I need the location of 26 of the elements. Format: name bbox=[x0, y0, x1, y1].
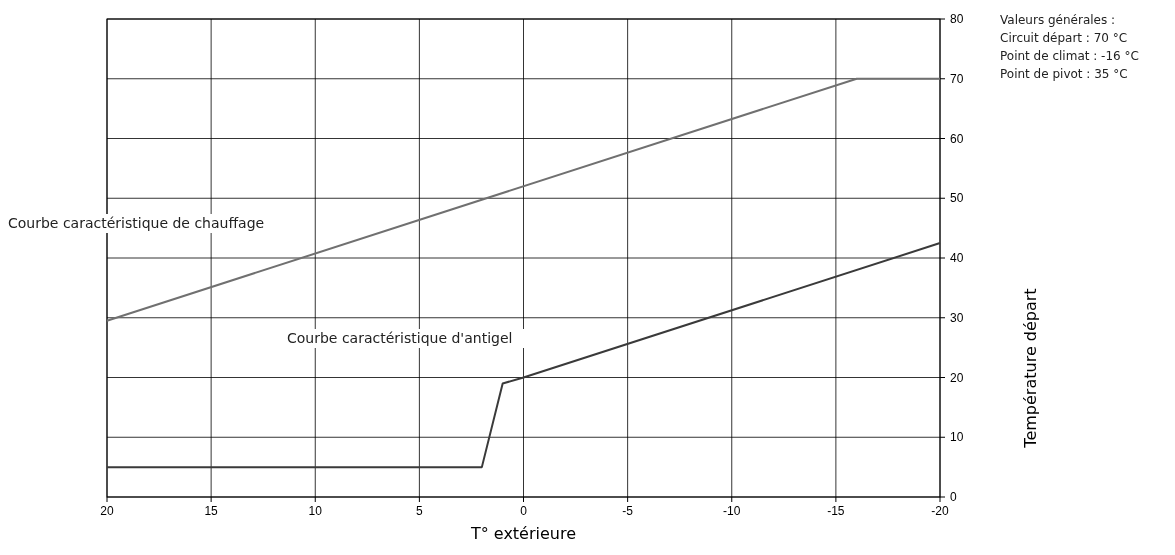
x-tick-label: 5 bbox=[416, 504, 424, 518]
y-tick-label: 70 bbox=[950, 71, 964, 86]
text: Point de climat : -16 °C bbox=[1000, 49, 1139, 63]
x-axis-title: T° extérieure bbox=[469, 524, 577, 543]
y-axis-title: Température départ bbox=[1021, 288, 1040, 449]
x-tick-label: 10 bbox=[308, 504, 323, 518]
text: Circuit départ : 70 °C bbox=[1000, 31, 1128, 45]
y-tick-label: 30 bbox=[950, 310, 964, 325]
text: Point de pivot : 35 °C bbox=[1000, 67, 1128, 81]
x-tick-label: -5 bbox=[622, 504, 634, 518]
x-tick-label: -15 bbox=[827, 504, 845, 518]
text: Courbe caractéristique de chauffage bbox=[8, 215, 265, 231]
x-tick-label: -10 bbox=[723, 504, 741, 518]
text: Courbe caractéristique d'antigel bbox=[287, 330, 513, 346]
y-tick-label: 20 bbox=[950, 370, 964, 385]
y-tick-label: 0 bbox=[950, 490, 957, 504]
y-tick-label: 60 bbox=[950, 131, 964, 146]
y-tick-label: 40 bbox=[950, 251, 964, 265]
x-tick-label: -20 bbox=[931, 504, 949, 518]
text: Valeurs générales : bbox=[1000, 13, 1116, 27]
y-tick-label: 10 bbox=[950, 430, 964, 445]
x-tick-label: 0 bbox=[520, 504, 528, 518]
y-tick-label: 50 bbox=[950, 191, 964, 206]
y-tick-label: 80 bbox=[950, 12, 964, 26]
x-tick-label: 20 bbox=[100, 504, 114, 518]
x-tick-label: 15 bbox=[204, 504, 219, 518]
